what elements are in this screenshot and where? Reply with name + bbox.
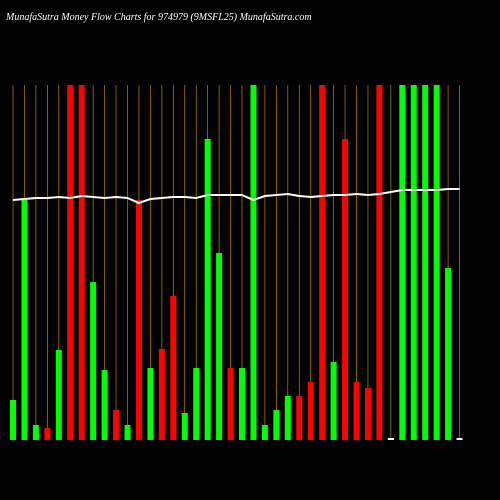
bar (445, 268, 452, 440)
bar (261, 425, 268, 440)
bar (364, 388, 371, 440)
bar (250, 85, 257, 440)
bar (433, 85, 440, 440)
bar (307, 382, 314, 440)
bar (387, 438, 394, 440)
bar (21, 200, 28, 440)
bar (376, 85, 383, 440)
bar (10, 400, 16, 440)
chart-title: MunafaSutra Money Flow Charts for 974979… (5, 12, 312, 23)
bar (399, 85, 406, 440)
bar (147, 368, 154, 440)
bar (158, 349, 165, 440)
bar (456, 438, 463, 440)
bar (101, 370, 108, 440)
bar (181, 413, 188, 440)
bar (135, 200, 142, 440)
bar (273, 410, 280, 440)
bar (239, 368, 245, 440)
line-series (12, 188, 460, 205)
bar (90, 282, 97, 440)
bar (124, 425, 131, 440)
bar (216, 253, 223, 440)
bar (113, 410, 120, 440)
bar (342, 139, 349, 440)
bar (227, 368, 234, 440)
bar (284, 396, 291, 440)
bar (55, 350, 62, 440)
bar (193, 368, 200, 440)
bar (296, 396, 303, 440)
bar (319, 85, 326, 440)
bar (32, 425, 39, 440)
bar (422, 85, 429, 440)
bar (353, 382, 360, 440)
plot-area (10, 85, 463, 440)
bar (410, 85, 417, 440)
bar (330, 362, 337, 440)
bar (67, 85, 74, 440)
bar (170, 296, 177, 440)
bar (78, 85, 85, 440)
bar (204, 139, 211, 440)
bar (44, 428, 51, 440)
